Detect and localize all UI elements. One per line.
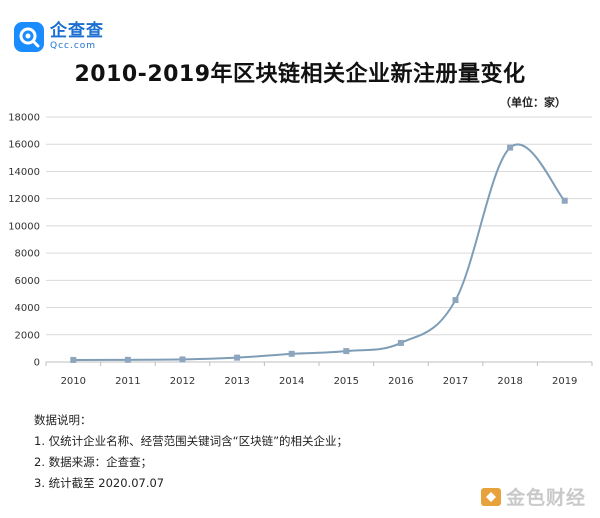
data-point [288, 350, 295, 357]
data-point [343, 348, 350, 355]
x-tick-label: 2019 [552, 376, 577, 387]
note-item-2: 2. 数据来源：企查查； [34, 455, 153, 469]
y-tick-label: 2000 [15, 330, 40, 341]
data-point [179, 356, 186, 363]
y-tick-label: 4000 [15, 303, 40, 314]
data-notes: 数据说明： 1. 仅统计企业名称、经营范围关键词含“区块链”的相关企业； 2. … [34, 410, 348, 494]
brand-logo: 企查查 Qcc.com [14, 22, 104, 52]
data-point [452, 297, 459, 304]
coin-icon [480, 487, 501, 506]
unit-label: （单位：家） [500, 96, 566, 109]
note-item-1: 1. 仅统计企业名称、经营范围关键词含“区块链”的相关企业； [34, 434, 349, 448]
y-tick-label: 14000 [8, 167, 40, 178]
data-point [561, 197, 568, 204]
brand-name: 企查查 [50, 21, 104, 41]
y-tick-label: 18000 [8, 113, 40, 124]
data-point [507, 144, 514, 151]
brand-domain: Qcc.com [50, 41, 97, 51]
y-tick-label: 12000 [8, 194, 40, 205]
line-chart: 0 2000 4000 6000 8000 10000 12000 14000 16000 180… [8, 113, 593, 387]
x-tick-label: 2018 [497, 376, 522, 387]
data-point [234, 354, 241, 361]
y-tick-label: 10000 [8, 221, 40, 232]
x-tick-label: 2014 [279, 376, 304, 387]
y-tick-label: 8000 [15, 249, 40, 260]
note-item-3: 3. 统计截至 2020.07.07 [34, 476, 165, 490]
x-tick-label: 2017 [443, 376, 468, 387]
y-tick-label: 0 [34, 358, 40, 369]
qcc-logo-icon [14, 22, 44, 52]
watermark: 金色财经 [480, 483, 586, 510]
data-point [397, 339, 404, 346]
x-tick-label: 2015 [334, 376, 359, 387]
x-tick-label: 2016 [388, 376, 413, 387]
chart-title: 2010-2019年区块链相关企业新注册量变化 [74, 62, 526, 87]
notes-heading: 数据说明： [34, 413, 92, 427]
series-line [73, 143, 566, 361]
x-tick-label: 2012 [170, 376, 195, 387]
data-point [124, 356, 131, 363]
y-tick-label: 6000 [15, 276, 40, 287]
x-tick-label: 2010 [61, 376, 86, 387]
x-tick-label: 2013 [224, 376, 249, 387]
y-tick-label: 16000 [8, 140, 40, 151]
x-tick-label: 2011 [115, 376, 140, 387]
watermark-text: 金色财经 [505, 487, 586, 509]
data-point [70, 356, 77, 363]
